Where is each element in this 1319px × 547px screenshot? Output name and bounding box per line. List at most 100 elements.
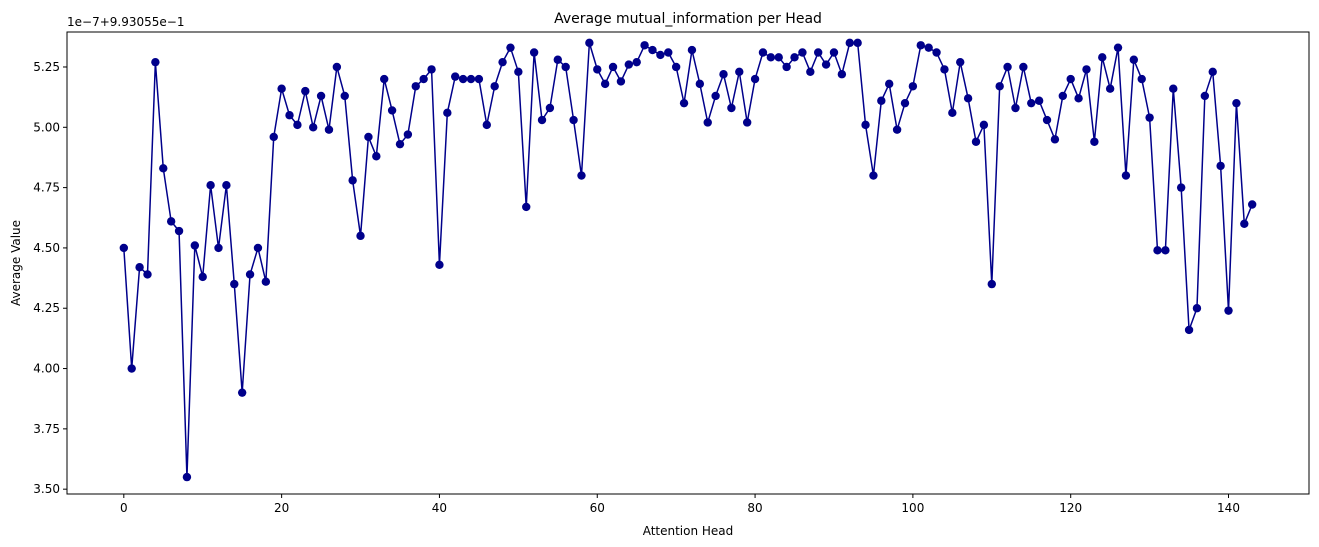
data-point	[758, 48, 768, 57]
data-point	[798, 48, 807, 57]
data-point	[490, 82, 499, 91]
data-point	[561, 62, 570, 72]
y-axis-label: Average Value	[9, 220, 23, 306]
data-point	[301, 86, 310, 96]
data-point	[1074, 94, 1083, 103]
data-point	[1082, 65, 1091, 74]
data-point	[995, 82, 1004, 91]
data-point	[608, 62, 618, 72]
data-point	[900, 98, 910, 108]
data-point	[908, 82, 918, 91]
y-tick-label: 4.00	[33, 362, 60, 376]
x-tick-label: 100	[901, 501, 924, 515]
data-point	[1176, 183, 1186, 192]
data-point	[261, 277, 271, 286]
data-point	[569, 115, 578, 125]
data-point	[948, 108, 957, 118]
data-point	[1169, 84, 1178, 93]
data-point	[1066, 74, 1075, 84]
series-line	[123, 42, 1253, 478]
data-point	[821, 60, 831, 69]
data-point	[979, 120, 989, 130]
data-point	[159, 164, 168, 173]
data-point	[293, 120, 302, 130]
data-point	[230, 279, 239, 289]
data-point	[1153, 246, 1162, 255]
data-point	[206, 181, 215, 190]
data-point	[198, 272, 207, 282]
data-point	[727, 103, 736, 113]
data-point	[474, 74, 484, 84]
data-point	[885, 79, 894, 89]
data-point	[1058, 91, 1068, 101]
data-point	[1027, 98, 1036, 108]
data-point	[664, 48, 673, 57]
data-point	[585, 38, 594, 48]
data-point	[316, 91, 326, 101]
data-point	[237, 388, 247, 397]
data-point	[285, 111, 294, 120]
data-point	[1208, 67, 1217, 77]
data-point	[1113, 43, 1123, 52]
data-point	[1145, 113, 1154, 122]
data-point	[1090, 137, 1099, 146]
data-point	[277, 84, 286, 93]
data-point	[806, 67, 815, 77]
data-point	[750, 74, 760, 84]
data-point	[656, 50, 665, 60]
data-point	[932, 48, 941, 57]
data-point	[143, 270, 152, 279]
data-point	[466, 74, 476, 84]
data-point	[482, 120, 491, 130]
data-point	[403, 130, 413, 139]
data-point	[924, 43, 933, 52]
y-tick-label: 5.25	[33, 60, 60, 74]
data-point	[719, 70, 728, 79]
data-point	[600, 79, 610, 89]
data-point	[742, 118, 752, 127]
data-point	[427, 65, 436, 74]
data-point	[1019, 62, 1028, 72]
data-point	[1098, 53, 1107, 62]
x-axis: 0 20 40 60 80 100 120 140	[120, 494, 1240, 515]
data-point	[253, 243, 263, 253]
data-point	[340, 91, 349, 101]
data-point	[222, 181, 231, 190]
data-point	[877, 96, 886, 105]
data-point	[648, 45, 657, 55]
data-point	[269, 132, 278, 142]
data-point	[790, 53, 799, 62]
y-tick-label: 3.50	[33, 482, 60, 496]
data-point	[782, 62, 791, 72]
data-point	[451, 72, 460, 81]
data-point	[182, 472, 192, 482]
data-point	[380, 74, 389, 84]
data-point	[537, 115, 547, 125]
data-point	[190, 241, 200, 250]
data-point	[435, 260, 444, 270]
data-point	[372, 152, 381, 161]
data-point	[671, 62, 681, 72]
data-point	[1034, 96, 1044, 105]
data-point	[308, 123, 318, 132]
data-point	[119, 243, 129, 253]
data-point	[1192, 304, 1202, 313]
data-point	[506, 43, 515, 52]
data-point	[419, 74, 428, 84]
data-point	[1216, 161, 1225, 171]
data-point	[624, 60, 634, 69]
data-point	[127, 364, 136, 373]
data-point	[348, 176, 357, 185]
data-point	[1042, 115, 1052, 125]
y-tick-label: 4.75	[33, 181, 60, 195]
data-point	[940, 65, 949, 74]
data-point	[332, 62, 342, 72]
data-point	[1121, 171, 1131, 180]
data-point	[695, 79, 705, 89]
x-tick-label: 80	[747, 501, 762, 515]
data-point	[214, 243, 223, 253]
data-point	[135, 263, 144, 272]
data-point	[1050, 135, 1060, 144]
series-layer	[119, 38, 1257, 482]
